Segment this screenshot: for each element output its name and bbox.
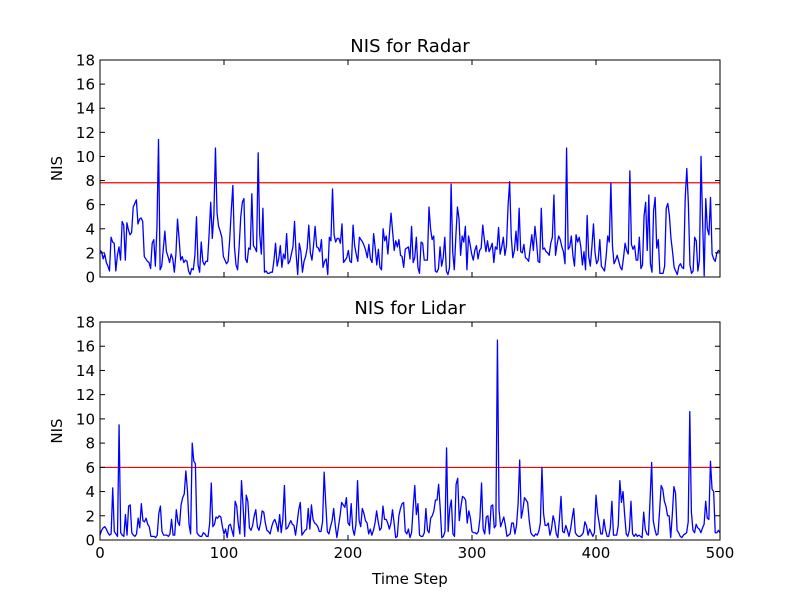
y-tick-label: 2 — [85, 244, 95, 262]
chart-title: NIS for Radar — [350, 36, 470, 57]
x-tick-label: 0 — [95, 544, 105, 562]
chart-lidar: NIS for Lidar 0 2 4 6 8 10 12 14 16 18 0 100 200 300 40… — [48, 298, 734, 588]
y-tick-label: 10 — [76, 148, 95, 166]
y-tick-label: 14 — [76, 362, 95, 380]
x-tick-label: 100 — [210, 544, 239, 562]
chart-radar: NIS for Radar 0 2 4 6 8 10 12 14 16 18 NIS — [48, 36, 721, 287]
x-axis-label: Time Step — [371, 570, 448, 588]
y-tick-label: 8 — [85, 172, 95, 190]
y-tick-label: 18 — [76, 52, 95, 70]
plot-frame — [99, 321, 721, 541]
y-tick-label: 14 — [76, 100, 95, 118]
y-tick-label: 16 — [76, 76, 95, 94]
y-tick-label: 6 — [85, 196, 95, 214]
y-tick-label: 12 — [76, 386, 95, 404]
x-tick-label: 400 — [582, 544, 611, 562]
x-tick-label: 200 — [334, 544, 363, 562]
series-line-0 — [99, 339, 721, 539]
y-tick-label: 0 — [85, 269, 95, 287]
y-tick-label: 6 — [85, 459, 95, 477]
x-tick-label: 500 — [706, 544, 735, 562]
y-tick-label: 12 — [76, 124, 95, 142]
x-tick-label: 300 — [458, 544, 487, 562]
plot-frame — [99, 59, 721, 278]
y-axis-label: NIS — [48, 418, 66, 443]
y-tick-label: 2 — [85, 507, 95, 525]
chart-title: NIS for Lidar — [354, 298, 466, 319]
y-tick-label: 8 — [85, 435, 95, 453]
y-tick-label: 4 — [85, 220, 95, 238]
y-tick-label: 4 — [85, 483, 95, 501]
series-line-0 — [99, 138, 721, 277]
y-tick-label: 18 — [76, 314, 95, 332]
y-tick-label: 10 — [76, 410, 95, 428]
y-axis-label: NIS — [48, 156, 66, 181]
y-tick-label: 0 — [85, 532, 95, 550]
y-tick-label: 16 — [76, 338, 95, 356]
